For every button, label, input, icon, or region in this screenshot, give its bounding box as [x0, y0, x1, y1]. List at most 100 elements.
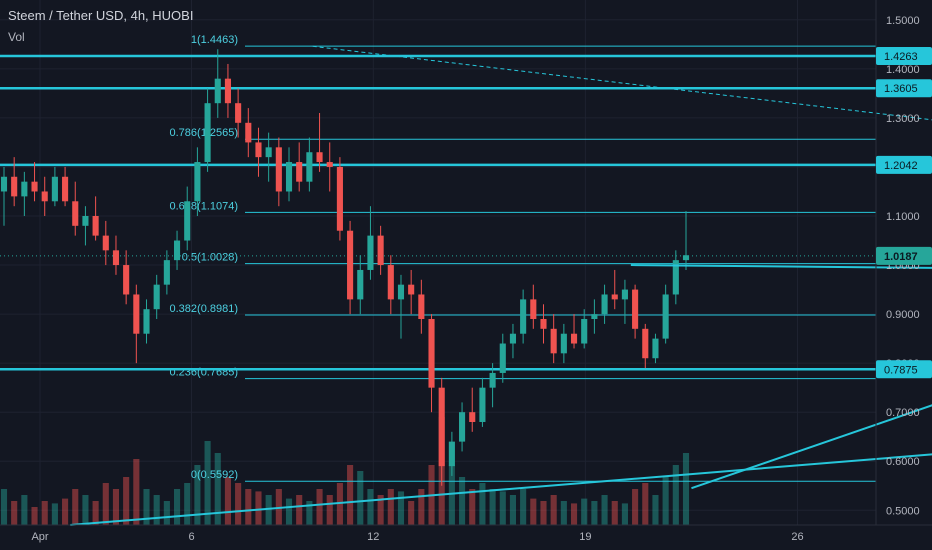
- candle-body: [153, 284, 160, 310]
- candle-body: [31, 181, 38, 192]
- level-price-badge: [876, 79, 932, 98]
- candle-body: [143, 309, 150, 334]
- trendline-support-short[interactable]: [691, 326, 932, 490]
- candle-body: [469, 412, 476, 422]
- volume-bar: [204, 441, 211, 525]
- candle-body: [21, 181, 28, 197]
- candle-body: [11, 176, 18, 197]
- volume-bar: [326, 495, 333, 525]
- candle-body: [520, 299, 527, 334]
- level-price-badge: [876, 46, 932, 65]
- time-tick-label: 26: [791, 531, 803, 543]
- volume-bar: [0, 489, 8, 525]
- volume-bar: [92, 501, 99, 525]
- candle-body: [41, 191, 48, 202]
- last-price-badge: [876, 246, 932, 265]
- volume-bar: [672, 465, 679, 525]
- candle-body: [509, 333, 517, 344]
- candle-body: [479, 387, 486, 422]
- volume-bar: [459, 477, 466, 525]
- candle-body: [642, 328, 649, 359]
- volume-bar: [306, 501, 313, 525]
- volume-bar: [469, 489, 476, 525]
- volume-bar: [184, 483, 191, 525]
- time-axis[interactable]: Apr6121926May12:0010: [0, 524, 932, 543]
- candles: [0, 49, 690, 486]
- volume-bar: [31, 507, 38, 525]
- price-tick-label: 1.3000: [886, 113, 920, 125]
- volume-bar: [377, 495, 384, 525]
- price-tick-label: 1.5000: [886, 15, 920, 27]
- candle-body: [652, 338, 659, 359]
- price-tick-label: 1.4000: [886, 64, 920, 76]
- candle-body: [296, 162, 303, 182]
- candle-body: [591, 314, 598, 319]
- chart-title: Steem / Tether USD, 4h, HUOBI: [8, 8, 194, 23]
- volume-bar: [41, 501, 48, 525]
- trendline-support-long[interactable]: [70, 427, 932, 526]
- volume-bar: [163, 501, 170, 525]
- volume-bar: [285, 498, 293, 525]
- candle-body: [672, 260, 679, 295]
- candle-body: [51, 176, 58, 202]
- candle-body: [82, 216, 89, 226]
- volume-bar: [245, 489, 252, 525]
- time-tick-label: 6: [188, 531, 194, 543]
- candle-body: [662, 294, 669, 339]
- volume-bar: [224, 477, 231, 525]
- volume-bar: [316, 489, 323, 525]
- candle-body: [112, 250, 120, 266]
- candle-body: [347, 230, 354, 300]
- trendlines[interactable]: [70, 45, 932, 526]
- candle-body: [570, 333, 578, 344]
- volume-bar: [520, 489, 527, 525]
- horizontal-levels[interactable]: [0, 54, 876, 371]
- candle-body: [601, 294, 608, 315]
- candle-body: [204, 103, 211, 163]
- volume-bar: [448, 465, 455, 525]
- candle-body: [194, 162, 201, 202]
- volume-bar: [408, 501, 415, 525]
- volume-bar: [387, 489, 394, 525]
- candle-body: [489, 372, 496, 388]
- trendline-breakout-line[interactable]: [630, 264, 932, 270]
- candle-body: [173, 240, 181, 261]
- volume-bar: [652, 495, 659, 525]
- time-tick-label: 19: [579, 531, 591, 543]
- volume-bar: [479, 483, 486, 525]
- volume-bar: [21, 495, 28, 525]
- price-badges: 1.4263 1.3605 1.2042 0.7875 1.0187: [876, 46, 932, 379]
- candle-body: [632, 289, 639, 329]
- candle-body: [92, 216, 99, 236]
- candle-body: [265, 147, 272, 158]
- candle-body: [550, 328, 557, 354]
- volume-bar: [153, 495, 160, 525]
- volume-bar: [550, 495, 557, 525]
- level-price-badge-label: 0.7875: [884, 364, 918, 376]
- candle-body: [306, 152, 313, 182]
- volume-bar: [662, 477, 669, 525]
- candle-body: [255, 142, 262, 158]
- candle-body: [448, 441, 455, 467]
- volume-bar: [173, 489, 181, 525]
- volume-bar: [591, 501, 598, 525]
- candle-body: [326, 162, 333, 167]
- candle-body: [235, 103, 242, 123]
- candle-body: [275, 147, 282, 192]
- volume-bar: [540, 501, 547, 525]
- volume-bar: [112, 489, 120, 525]
- volume-bar: [397, 491, 405, 525]
- level-price-badge-label: 1.4263: [884, 51, 918, 63]
- candle-body: [540, 319, 547, 329]
- volume-indicator-label[interactable]: Vol: [8, 30, 25, 44]
- level-price-badge: [876, 155, 932, 174]
- volume-bar: [611, 501, 618, 525]
- price-tick-label: 0.7000: [886, 407, 920, 419]
- volume-bar: [62, 498, 69, 525]
- volume-bar: [570, 503, 578, 525]
- volume-bar: [133, 459, 140, 525]
- candle-body: [245, 122, 252, 143]
- candle-body: [611, 294, 618, 300]
